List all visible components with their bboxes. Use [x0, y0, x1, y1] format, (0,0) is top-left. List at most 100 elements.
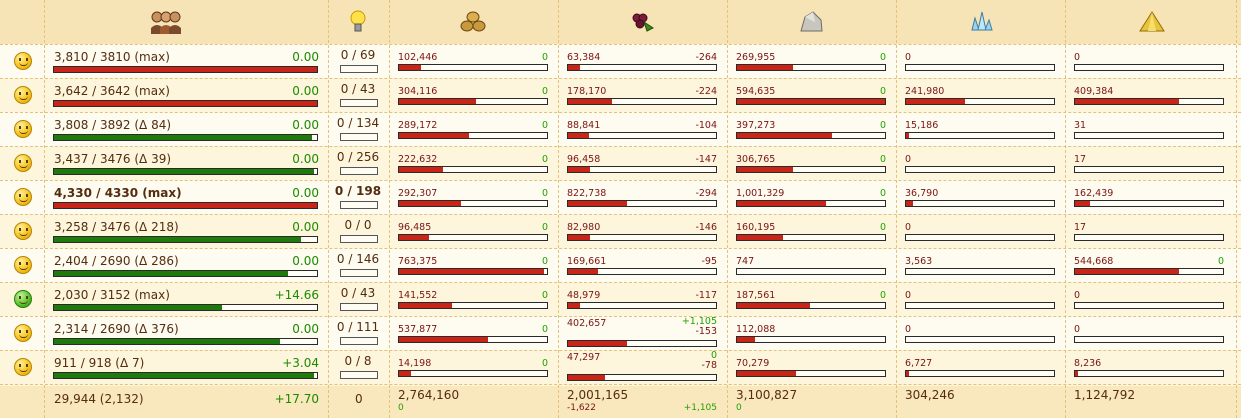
action-points-bar [340, 269, 378, 277]
resource-amount: 0 [905, 290, 912, 301]
totals-row: 29,944 (2,132) +17.70 0 2,764,160 0 2,001,165… [0, 386, 1241, 418]
resource-bar [1074, 200, 1224, 207]
resource-delta: 0 [879, 120, 886, 131]
action-points-bar [340, 371, 378, 379]
resource-bar-fill [399, 167, 444, 172]
population-bar [53, 372, 318, 379]
neutral-face-icon [14, 358, 32, 376]
resource-bar [736, 64, 886, 71]
resource-bar [736, 336, 886, 343]
resource-bar [398, 302, 548, 309]
resource-delta: -146 [695, 222, 717, 233]
growth-text: +3.04 [282, 356, 319, 370]
resource-bar [736, 302, 886, 309]
town-row[interactable]: 3,808 / 3892 (Δ 84) 0.00 0 / 134 289,172 0 88… [0, 112, 1241, 146]
resource-delta: 0 [541, 52, 548, 63]
resource-bar-fill [399, 337, 488, 342]
neutral-face-icon [14, 52, 32, 70]
resource-bar [398, 166, 548, 173]
resource-delta: 0 [541, 120, 548, 131]
resource-bar [1074, 302, 1224, 309]
resource-bar-fill [737, 337, 755, 342]
resource-amount: 6,727 [905, 358, 933, 369]
resource-delta: 0 [541, 290, 548, 301]
total-resource-delta: -1,622 [567, 403, 597, 413]
population-text: 4,330 / 4330 (max) [54, 186, 182, 200]
resource-amount: 292,307 [398, 188, 438, 199]
column-divider [1065, 0, 1066, 418]
resource-bar [398, 132, 548, 139]
town-row[interactable]: 3,642 / 3642 (max) 0.00 0 / 43 304,116 0 178,… [0, 78, 1241, 112]
town-row[interactable]: 2,030 / 3152 (max) +14.66 0 / 43 141,552 0 48… [0, 282, 1241, 316]
resource-bar-fill [737, 303, 810, 308]
town-row[interactable]: 3,810 / 3810 (max) 0.00 0 / 69 102,446 0 63,3… [0, 44, 1241, 78]
total-resource-delta-positive: +1,105 [683, 403, 717, 413]
row-divider [0, 44, 1241, 45]
action-points-text: 0 / 8 [344, 354, 372, 368]
resource-amount: 8,236 [1074, 358, 1102, 369]
population-bar [53, 338, 318, 345]
resource-amount: 17 [1074, 154, 1087, 165]
resource-bar [736, 370, 886, 377]
resource-bar-fill [906, 99, 966, 104]
resource-bar [567, 200, 717, 207]
action-points-text: 0 / 111 [336, 320, 380, 334]
resource-amount: 70,279 [736, 358, 770, 369]
resource-bar-fill [399, 371, 411, 376]
population-bar-fill [54, 373, 315, 378]
population-bar-fill [54, 339, 281, 344]
resource-delta: 0 [541, 154, 548, 165]
town-row[interactable]: 3,437 / 3476 (Δ 39) 0.00 0 / 256 222,632 0 96… [0, 146, 1241, 180]
resource-amount: 763,375 [398, 256, 438, 267]
resource-bar [736, 268, 886, 275]
town-row[interactable]: 2,314 / 2690 (Δ 376) 0.00 0 / 111 537,877 0 4… [0, 316, 1241, 350]
resource-bar [398, 234, 548, 241]
resource-bar-fill [737, 371, 797, 376]
resource-bar [905, 370, 1055, 377]
row-divider [0, 384, 1241, 385]
resource-delta: -153 [695, 326, 717, 337]
population-bar [53, 202, 318, 209]
population-bar-fill [54, 67, 317, 72]
action-points-bar [340, 201, 378, 209]
resource-bar [905, 268, 1055, 275]
resource-bar-fill [568, 341, 628, 346]
action-points-text: 0 / 198 [334, 184, 382, 198]
resource-bar [736, 234, 886, 241]
resource-bar [567, 98, 717, 105]
population-bar-fill [54, 169, 315, 174]
marble-icon [798, 10, 824, 36]
resource-bar [1074, 370, 1224, 377]
growth-text: 0.00 [292, 186, 319, 200]
resource-delta: -224 [695, 86, 717, 97]
resource-amount: 594,635 [736, 86, 776, 97]
town-row[interactable]: 4,330 / 4330 (max) 0.00 0 / 198 292,307 0 822… [0, 180, 1241, 214]
resource-delta: -104 [695, 120, 717, 131]
resource-bar-fill [1075, 371, 1078, 376]
resource-bar-fill [906, 133, 909, 138]
resource-amount: 112,088 [736, 324, 776, 335]
resource-delta: 0 [1217, 256, 1224, 267]
resource-delta: -147 [695, 154, 717, 165]
town-row[interactable]: 911 / 918 (Δ 7) +3.04 0 / 8 14,198 0 47,297 0-… [0, 350, 1241, 384]
resource-amount: 409,384 [1074, 86, 1114, 97]
resource-bar [567, 234, 717, 241]
action-points-text: 0 / 134 [336, 116, 380, 130]
resource-bar [905, 234, 1055, 241]
town-row[interactable]: 3,258 / 3476 (Δ 218) 0.00 0 / 0 96,485 0 82,9… [0, 214, 1241, 248]
resource-bar-fill [737, 235, 783, 240]
resource-bar-fill [906, 201, 914, 206]
resource-delta-positive: 0 [710, 350, 717, 361]
population-bar-fill [54, 305, 223, 310]
action-points-bar [340, 303, 378, 311]
resource-amount: 0 [905, 222, 912, 233]
action-points-bar [340, 337, 378, 345]
resource-bar-fill [568, 167, 591, 172]
resource-amount: 17 [1074, 222, 1087, 233]
resource-amount: 0 [905, 324, 912, 335]
resource-bar [567, 374, 717, 381]
resource-bar-fill [399, 201, 462, 206]
resource-bar-fill [399, 303, 453, 308]
town-row[interactable]: 2,404 / 2690 (Δ 286) 0.00 0 / 146 763,375 0 1… [0, 248, 1241, 282]
